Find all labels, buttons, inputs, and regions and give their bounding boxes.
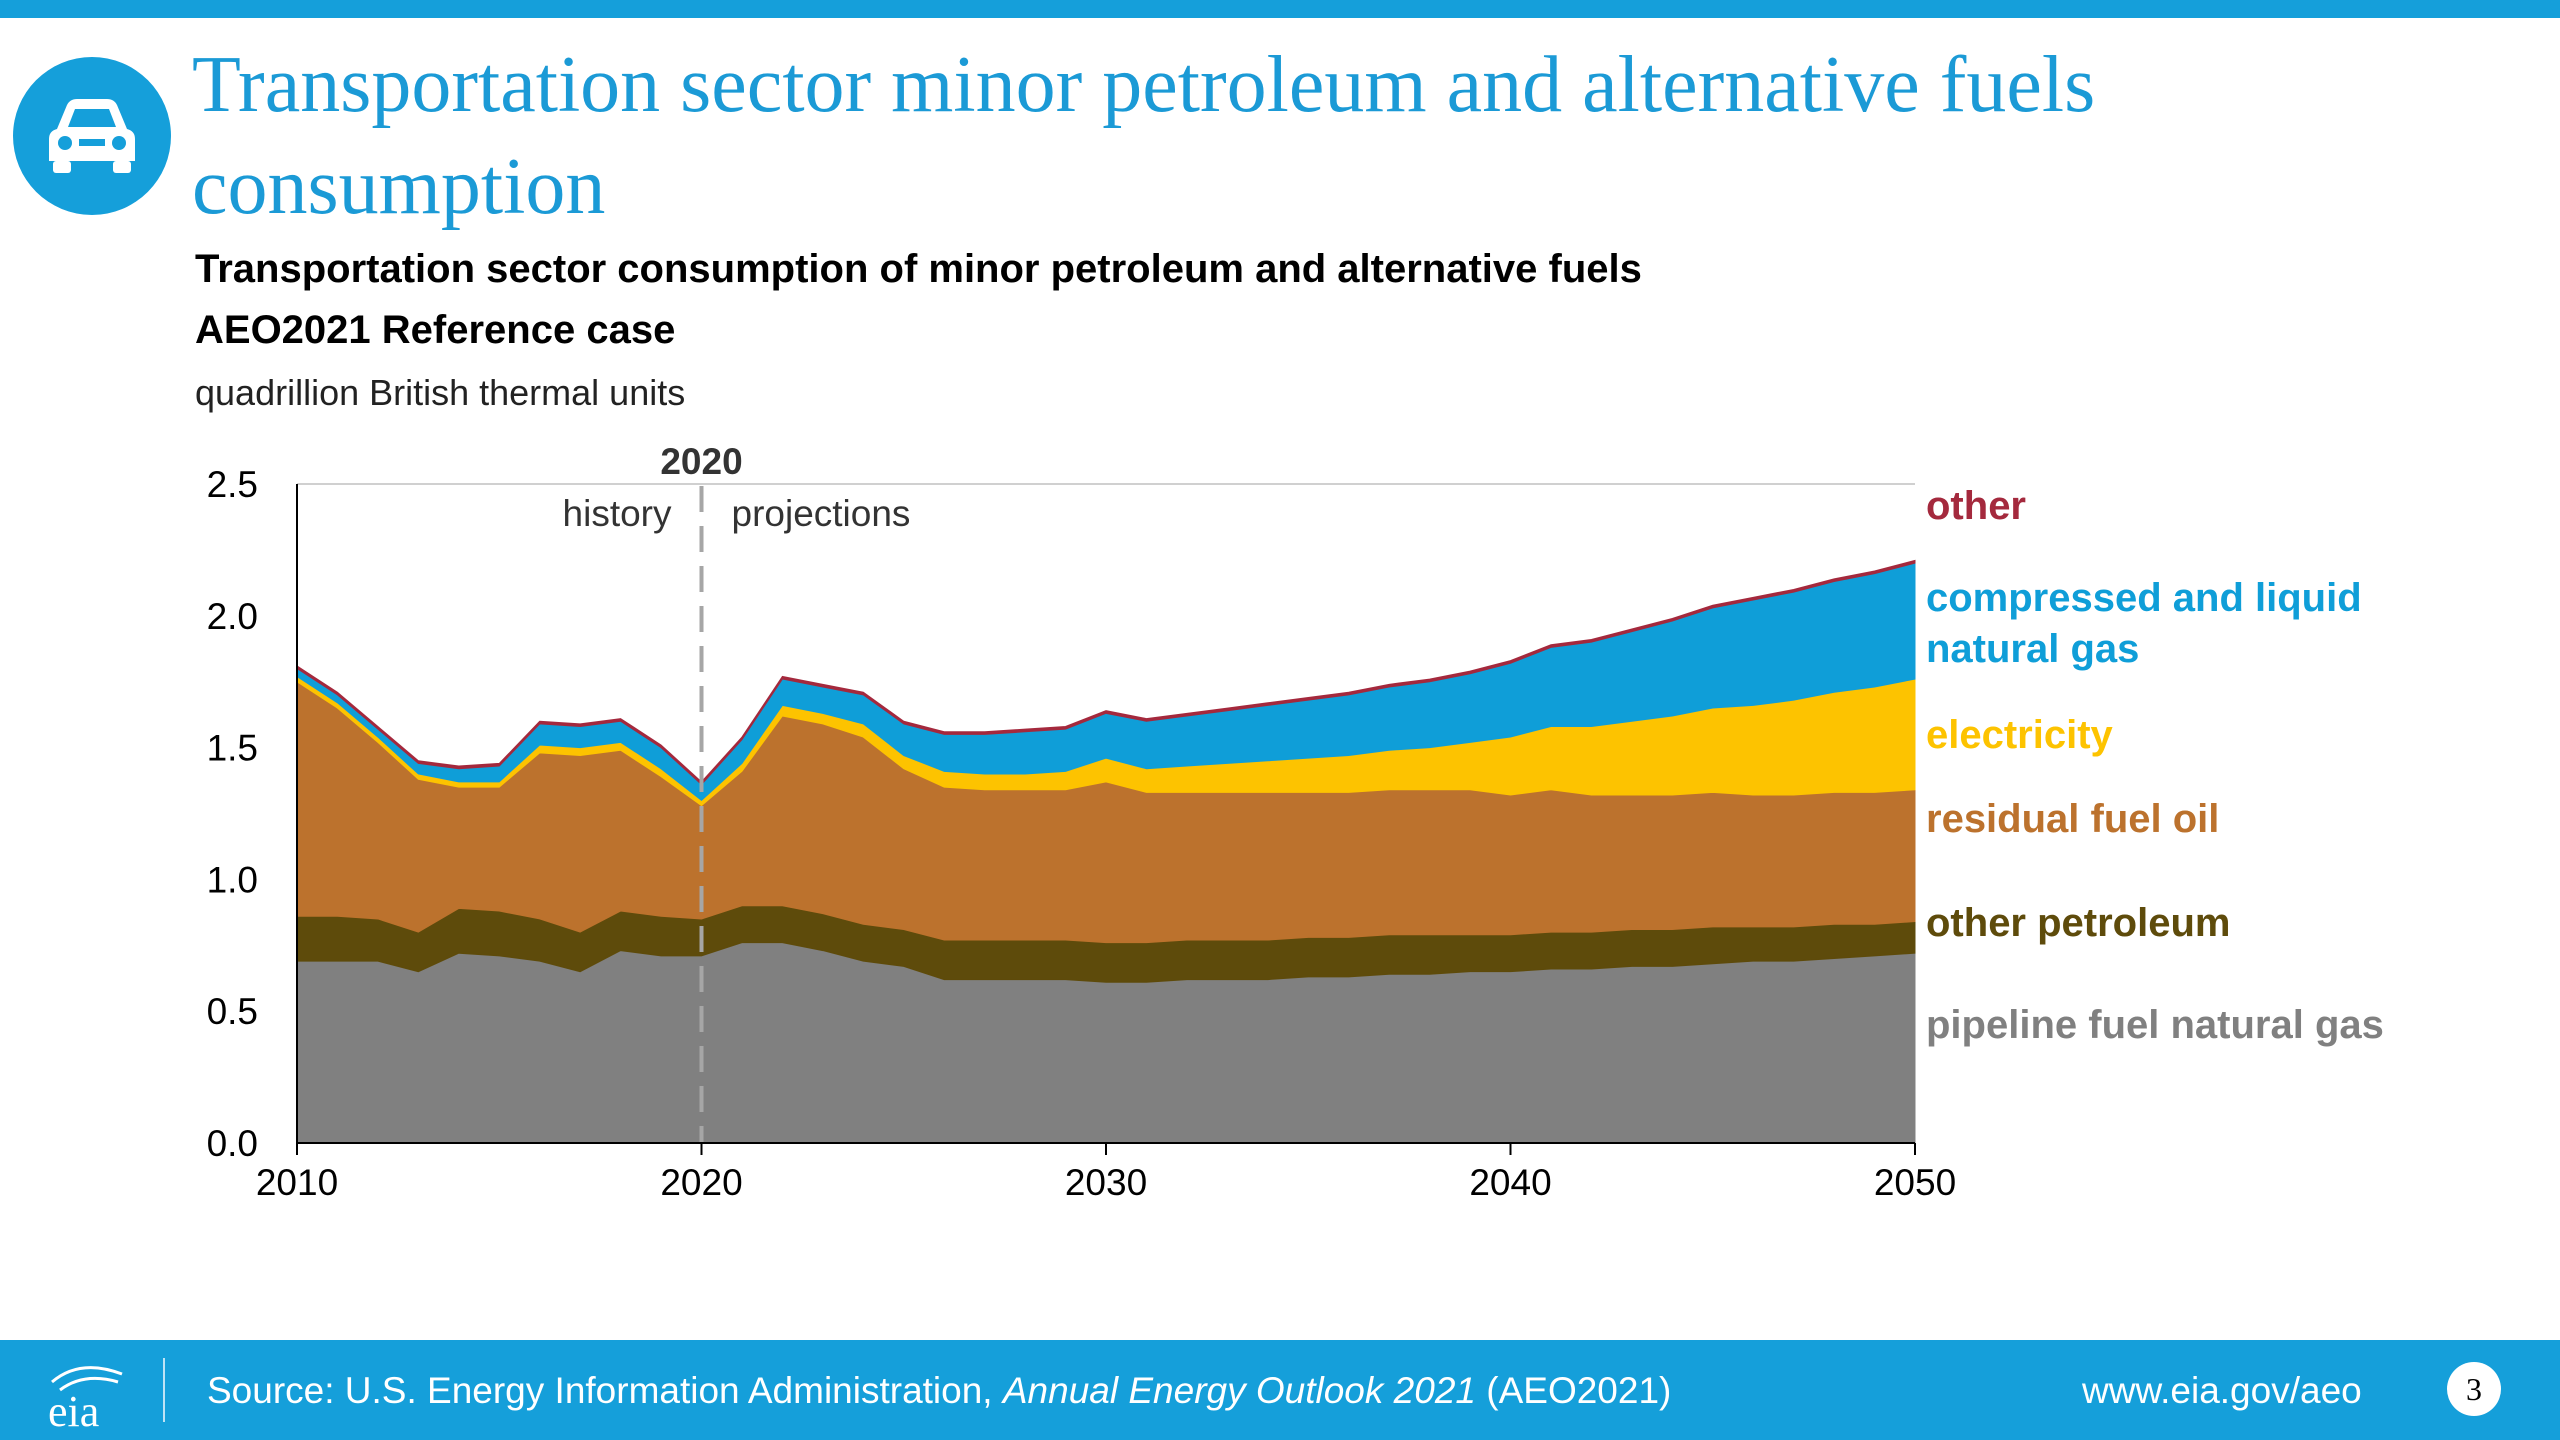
series-label-other-petroleum: other petroleum bbox=[1926, 901, 2230, 945]
car-icon bbox=[13, 57, 171, 215]
series-label-residual-fuel-oil: residual fuel oil bbox=[1926, 797, 2219, 841]
x-tick-label: 2030 bbox=[1065, 1162, 1147, 1203]
eia-logo: eia bbox=[40, 1352, 135, 1436]
source-citation: Source: U.S. Energy Information Administ… bbox=[207, 1370, 1671, 1412]
series-label-compressed-and-liquid-natural-gas: compressed and liquid natural gas bbox=[1926, 576, 2362, 671]
series-label-electricity: electricity bbox=[1926, 713, 2114, 757]
source-suffix: (AEO2021) bbox=[1475, 1370, 1672, 1411]
y-tick-label: 0.0 bbox=[207, 1123, 258, 1164]
divider-year-label: 2020 bbox=[660, 441, 742, 482]
area-other bbox=[296, 559, 1916, 786]
chart-subtitle: AEO2021 Reference case bbox=[195, 308, 676, 352]
history-label: history bbox=[563, 493, 672, 534]
y-tick-label: 0.5 bbox=[207, 991, 258, 1032]
chart-title: Transportation sector consumption of min… bbox=[195, 247, 1642, 291]
source-prefix: Source: U.S. Energy Information Administ… bbox=[207, 1370, 1003, 1411]
series-label-pipeline-fuel-natural-gas: pipeline fuel natural gas bbox=[1926, 1003, 2384, 1047]
source-report-title: Annual Energy Outlook 2021 bbox=[1002, 1370, 1476, 1411]
x-tick-label: 2010 bbox=[256, 1162, 338, 1203]
footer: eia Source: U.S. Energy Information Admi… bbox=[0, 1340, 2560, 1440]
y-tick-label: 2.0 bbox=[207, 596, 258, 637]
page-title: Transportation sector minor petroleum an… bbox=[192, 41, 2096, 231]
footer-divider bbox=[163, 1358, 165, 1422]
chart-units: quadrillion British thermal units bbox=[195, 372, 686, 413]
footer-url-link[interactable]: www.eia.gov/aeo bbox=[2082, 1370, 2362, 1411]
projections-label: projections bbox=[732, 493, 911, 534]
stacked-area-chart: 2020 history projections 0.0 0.5 1.0 1.5 2.0 2.… bbox=[207, 441, 2384, 1203]
top-accent-bar bbox=[0, 0, 2560, 18]
x-tick-label: 2040 bbox=[1469, 1162, 1551, 1203]
page-number: 3 bbox=[2447, 1362, 2501, 1416]
svg-text:eia: eia bbox=[48, 1387, 99, 1432]
x-tick-label: 2020 bbox=[660, 1162, 742, 1203]
y-tick-label: 2.5 bbox=[207, 464, 258, 505]
series-label-other: other bbox=[1926, 484, 2026, 528]
y-tick-label: 1.5 bbox=[207, 728, 258, 769]
y-tick-label: 1.0 bbox=[207, 859, 258, 900]
x-tick-label: 2050 bbox=[1874, 1162, 1956, 1203]
